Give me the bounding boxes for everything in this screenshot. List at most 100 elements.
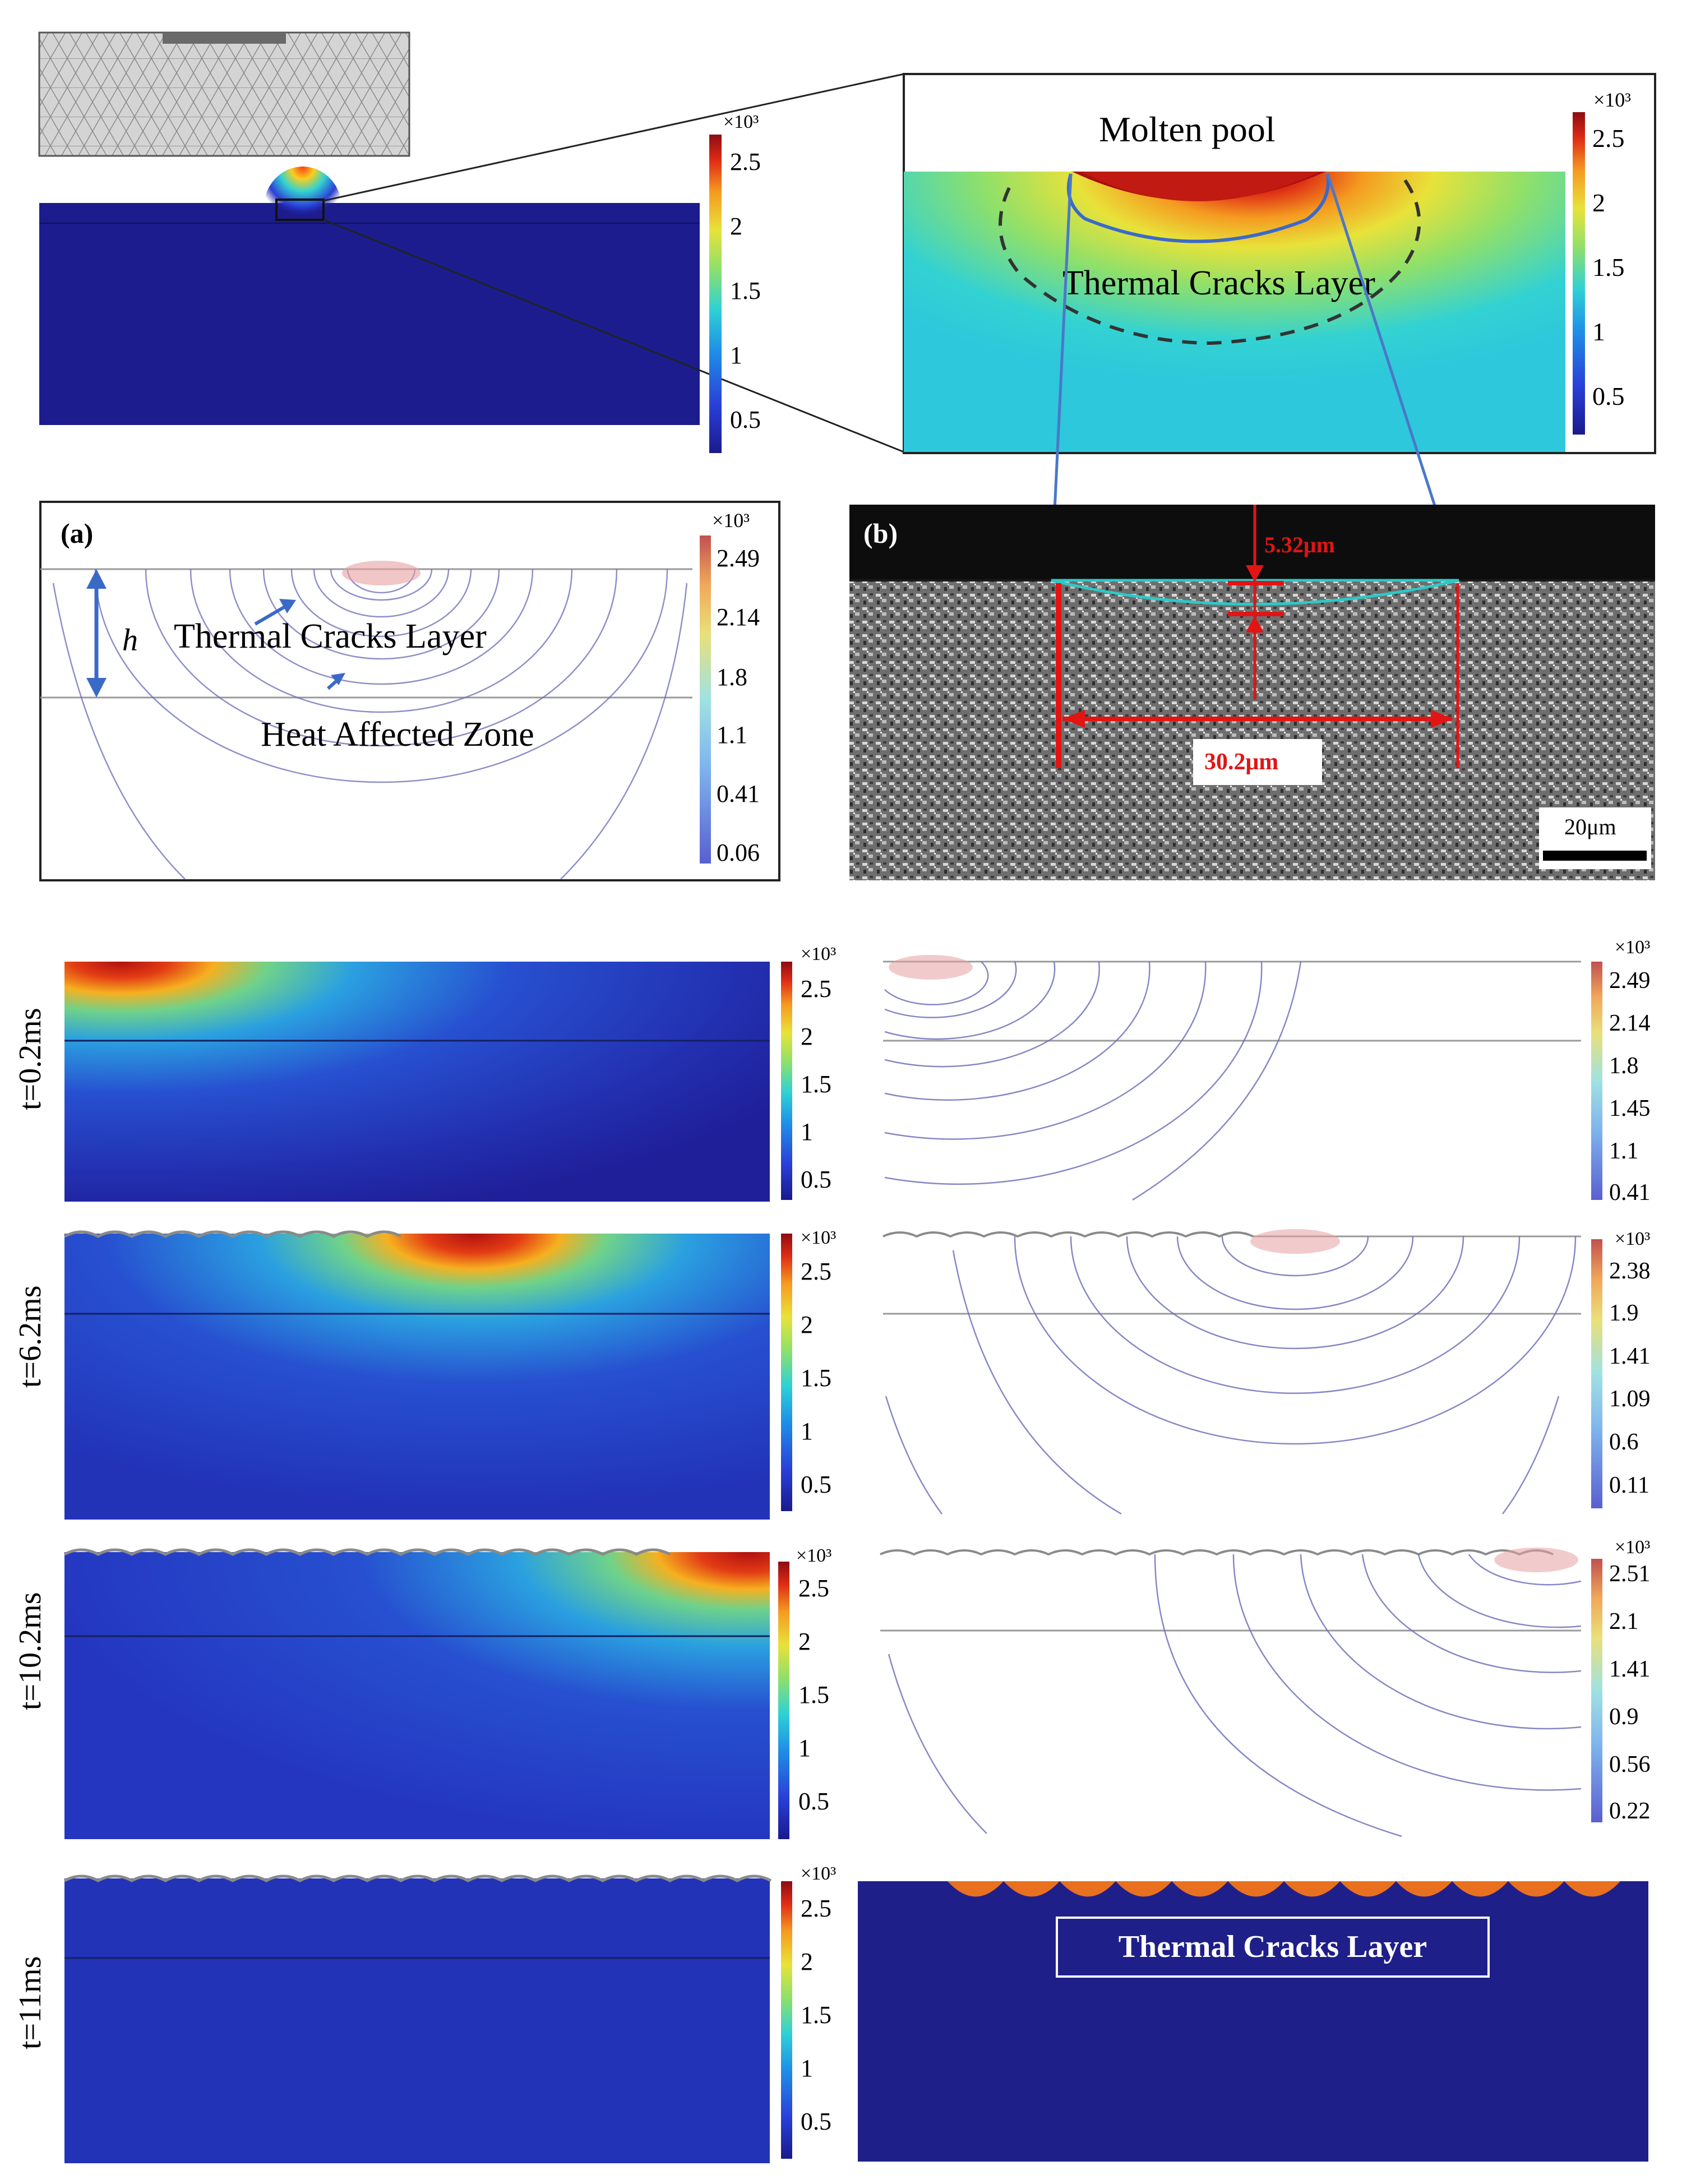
zoom-colorbar-tick: 0.5 — [1592, 382, 1625, 410]
time-label: t=6.2ms — [13, 1286, 48, 1388]
colorbar-tick: 0.5 — [801, 1166, 831, 1193]
colorbar-tick: 0.5 — [798, 1788, 829, 1815]
contour-lines — [885, 1236, 1577, 1515]
colorbar-tick: 1.41 — [1609, 1343, 1651, 1369]
molten-pool-label: Molten pool — [1099, 109, 1276, 149]
colorbar-tick: 2 — [801, 1948, 813, 1975]
zoom-colorbar-tick: 2 — [1592, 188, 1605, 217]
contour-lines — [888, 1554, 1582, 1837]
final-cracks-panel: Thermal Cracks Layer — [858, 1881, 1648, 2162]
colorbar-tick: 1.8 — [1609, 1053, 1639, 1079]
colorbar-tick: 0.22 — [1609, 1798, 1651, 1824]
colorbar-tick: 1 — [801, 2054, 813, 2082]
colorbar-tick: 1.09 — [1609, 1386, 1651, 1412]
zoom-colorbar-multiplier: ×10³ — [1593, 89, 1631, 111]
colorbar-tick: 1.5 — [798, 1681, 829, 1709]
colorbar-tick: 1.5 — [801, 1070, 831, 1098]
zoom-colorbar-tick: 1.5 — [1592, 253, 1625, 281]
panel-a-colorbar-tick: 1.8 — [717, 663, 747, 691]
colorbar-tick: 1.1 — [1609, 1138, 1639, 1164]
colorbar-tick: 2.5 — [801, 1895, 831, 1922]
colorbar-tick: 2.5 — [801, 1258, 831, 1285]
cracks-scallops — [948, 1881, 1620, 1897]
overview-colorbar-tick: 0.5 — [730, 406, 761, 433]
pool-measure-arc — [1051, 579, 1459, 606]
colorbar-tick: 1.9 — [1609, 1300, 1639, 1326]
overview-colorbar-tick: 2 — [730, 213, 742, 240]
overview-colorbar-multiplier: ×10³ — [723, 112, 759, 132]
panel-a: (a) h Thermal Cracks Layer Heat Affected… — [39, 501, 780, 881]
scale-bar-label: 20μm — [1564, 814, 1616, 839]
zoom-cracks-label: Thermal Cracks Layer — [1062, 264, 1375, 302]
colorbar-tick: 1.5 — [801, 2001, 831, 2029]
final-cracks-label: Thermal Cracks Layer — [1119, 1929, 1427, 1964]
colorbar-multiplier: ×10³ — [801, 1863, 836, 1884]
panel-a-contours — [52, 569, 688, 880]
colorbar-tick: 2 — [801, 1023, 813, 1050]
panel-a-colorbar-tick: 0.41 — [717, 780, 760, 807]
colorbar-tick: 2.51 — [1609, 1561, 1651, 1587]
overview-colorbar: ×10³ 2.5 2 1.5 1 0.5 — [709, 112, 761, 453]
zoom-colorbar-tick: 1 — [1592, 317, 1605, 346]
panel-a-colorbar-tick: 0.06 — [717, 839, 760, 866]
colorbar-tick: 2.38 — [1609, 1258, 1651, 1284]
panel-b-letter: (b) — [863, 518, 898, 549]
panel-a-letter: (a) — [61, 518, 93, 549]
time-label: t=11ms — [13, 1956, 48, 2049]
colorbar-tick: 2 — [798, 1628, 811, 1655]
zoom-panel: Molten pool Thermal Cracks Layer ×10³ 2.… — [903, 73, 1656, 454]
overview-colorbar-tick: 1.5 — [730, 277, 761, 304]
contour-lines — [884, 961, 1302, 1201]
zoom-connector-lines — [323, 73, 904, 453]
panel-a-colorbar-tick: 1.1 — [717, 721, 747, 749]
h-label: h — [122, 623, 138, 658]
colorbar-tick: 0.5 — [801, 2108, 831, 2135]
colorbar-tick: 0.56 — [1609, 1752, 1651, 1777]
colorbar-multiplier: ×10³ — [1615, 937, 1650, 958]
colorbar-multiplier: ×10³ — [801, 1227, 836, 1248]
colorbar-tick: 0.9 — [1609, 1704, 1639, 1730]
depth-label: 5.32μm — [1264, 532, 1335, 557]
colorbar-tick: 2.49 — [1609, 968, 1651, 994]
time-row-1: t=0.2ms ×10³ 2.5 2 1.5 1 0.5 ×10³ 2.49 2… — [13, 937, 1651, 1206]
cracks-layer-dashed-outline — [999, 178, 1421, 345]
colorbar-tick: 1 — [801, 1118, 813, 1146]
colorbar-tick: 2.14 — [1609, 1010, 1651, 1036]
haz-label: Heat Affected Zone — [261, 715, 534, 754]
zoom-colorbar-tick: 2.5 — [1592, 124, 1625, 153]
colorbar-tick: 1.5 — [801, 1364, 831, 1392]
overview-field — [39, 167, 700, 425]
colorbar-tick: 1.45 — [1609, 1096, 1651, 1121]
time-label: t=10.2ms — [13, 1592, 48, 1711]
colorbar-tick: 2.5 — [801, 975, 831, 1003]
panel-a-cracks-label: Thermal Cracks Layer — [174, 617, 487, 655]
colorbar-tick: 0.11 — [1609, 1472, 1649, 1498]
colorbar-tick: 0.5 — [801, 1471, 831, 1498]
colorbar-tick: 2.1 — [1609, 1609, 1639, 1634]
overview-colorbar-tick: 1 — [730, 341, 742, 369]
colorbar-tick: 0.41 — [1609, 1180, 1651, 1206]
width-label: 30.2μm — [1204, 749, 1278, 775]
colorbar-tick: 1.41 — [1609, 1656, 1651, 1682]
panel-a-colorbar-multiplier: ×10³ — [712, 509, 750, 532]
panel-a-colorbar-tick: 2.49 — [717, 544, 760, 572]
mesh-inset — [38, 31, 410, 157]
time-row-3: t=10.2ms ×10³ 2.5 2 1.5 1 0.5 ×10³ 2.51 … — [13, 1537, 1651, 1839]
overview-colorbar-tick: 2.5 — [730, 148, 761, 176]
molten-pool-outline — [1066, 173, 1330, 243]
colorbar-multiplier: ×10³ — [796, 1545, 831, 1566]
colorbar-tick: 0.6 — [1609, 1429, 1639, 1455]
colorbar-tick: 2 — [801, 1311, 813, 1338]
colorbar-multiplier: ×10³ — [1615, 1537, 1650, 1558]
time-label: t=0.2ms — [13, 1008, 48, 1111]
time-row-2: t=6.2ms ×10³ 2.5 2 1.5 1 0.5 ×10³ 2.38 1… — [13, 1227, 1651, 1520]
colorbar-multiplier: ×10³ — [1615, 1229, 1650, 1249]
panel-a-colorbar-tick: 2.14 — [717, 603, 760, 631]
colorbar-tick: 1 — [801, 1417, 813, 1445]
colorbar-tick: 1 — [798, 1734, 811, 1762]
time-row-4: t=11ms ×10³ 2.5 2 1.5 1 0.5 Thermal Crac… — [13, 1863, 1648, 2163]
colorbar-tick: 2.5 — [798, 1574, 829, 1602]
scale-bar — [1543, 851, 1647, 861]
cracks-pointer-arrow — [254, 603, 290, 626]
panel-b-micrograph: (b) 5.32μm 30.2μm 20μm — [849, 505, 1655, 880]
